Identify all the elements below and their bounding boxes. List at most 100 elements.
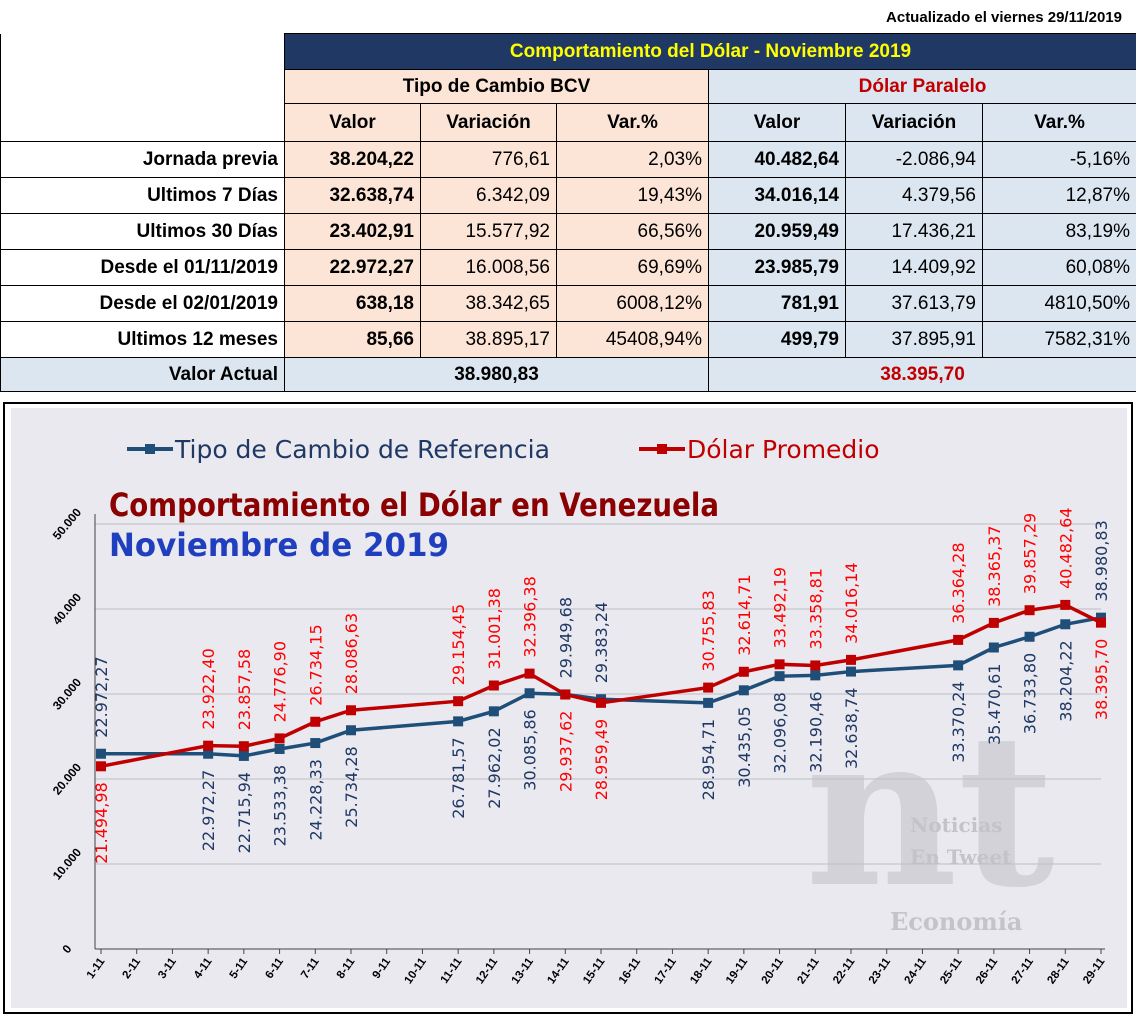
bcv-data-label: 23.533,38	[271, 765, 290, 846]
par-varpct-cell: 7582,31%	[981, 321, 1136, 358]
x-tick-label: 23-11	[867, 955, 894, 986]
x-tick-label: 27-11	[1010, 955, 1037, 986]
x-tick-label: 4-11	[192, 955, 215, 981]
bcv-series-point	[1060, 619, 1071, 630]
par-series-point	[238, 741, 249, 752]
par-series-point	[488, 680, 499, 691]
bcv-variacion-cell: 38.342,65	[420, 285, 557, 322]
par-data-label: 28.086,63	[342, 613, 361, 694]
bcv-variacion-cell: 15.577,92	[420, 213, 557, 250]
par-valor-cell: 23.985,79	[708, 249, 846, 286]
bcv-data-label: 30.085,86	[521, 709, 540, 790]
bcv-data-label: 25.734,28	[342, 746, 361, 827]
legend-marker-bcv	[145, 444, 155, 454]
par-series-point	[1024, 605, 1035, 616]
valor-actual-bcv: 38.980,83	[284, 357, 709, 392]
par-data-label: 23.857,58	[235, 649, 254, 730]
y-tick-label: 30.000	[50, 675, 85, 712]
col-variacion-bcv: Variación	[420, 103, 557, 142]
par-data-label: 40.482,64	[1056, 507, 1075, 588]
x-tick-label: 22-11	[831, 955, 858, 986]
par-variacion-cell: 37.895,91	[845, 321, 983, 358]
x-tick-label: 16-11	[617, 955, 644, 986]
par-series-point	[774, 659, 785, 670]
par-data-label: 33.358,81	[806, 568, 825, 649]
par-variacion-cell: 17.436,21	[845, 213, 983, 250]
y-tick-label: 20.000	[50, 760, 85, 797]
x-tick-label: 14-11	[545, 955, 572, 986]
col-varpct-bcv: Var.%	[556, 103, 709, 142]
bcv-data-label: 22.972,27	[199, 770, 218, 851]
bcv-series-point	[310, 738, 321, 749]
par-series-point	[274, 733, 285, 744]
table-row: Desde el 02/01/2019 638,18 38.342,65 6008,1…	[0, 285, 1136, 322]
bcv-data-label: 27.962,02	[485, 727, 504, 808]
par-series-point	[596, 697, 606, 708]
par-section-title: Dólar Paralelo	[707, 69, 1136, 104]
par-series-point	[1060, 599, 1071, 610]
bcv-variacion-cell: 16.008,56	[420, 249, 557, 286]
par-variacion-cell: 37.613,79	[845, 285, 983, 322]
corner-cell	[0, 103, 285, 142]
bcv-valor-cell: 22.972,27	[284, 249, 421, 286]
bcv-valor-cell: 85,66	[284, 321, 421, 358]
watermark-line2: En Tweet	[910, 845, 1012, 869]
bcv-series-point	[703, 697, 714, 708]
x-tick-label: 5-11	[228, 955, 251, 981]
par-series-point	[560, 689, 571, 700]
bcv-varpct-cell: 66,56%	[556, 213, 709, 250]
bcv-variacion-cell: 6.342,09	[420, 177, 557, 214]
bcv-data-label: 26.781,57	[449, 737, 468, 818]
par-data-label: 30.755,83	[699, 590, 718, 671]
corner-cell	[0, 33, 285, 70]
par-series-point	[988, 617, 999, 628]
x-tick-label: 20-11	[760, 955, 787, 986]
par-valor-cell: 781,91	[708, 285, 846, 322]
x-tick-label: 19-11	[724, 955, 751, 986]
bcv-series-point	[238, 750, 249, 761]
par-data-label: 28.959,49	[592, 719, 611, 800]
bcv-data-label: 32.638,74	[842, 688, 861, 769]
par-series-point	[953, 634, 964, 645]
par-series-point	[1096, 617, 1106, 628]
x-tick-label: 28-11	[1045, 955, 1072, 986]
par-data-label: 26.734,15	[306, 624, 325, 705]
par-series-point	[346, 705, 356, 716]
row-label: Desde el 02/01/2019	[0, 285, 285, 322]
par-variacion-cell: 14.409,92	[845, 249, 983, 286]
bcv-varpct-cell: 19,43%	[556, 177, 709, 214]
y-tick-label: 0	[59, 942, 74, 956]
watermark-logo: nt	[805, 687, 1055, 934]
par-series-point	[203, 740, 214, 751]
x-tick-label: 7-11	[299, 955, 322, 981]
par-data-label: 36.364,28	[949, 542, 968, 623]
corner-cell	[0, 69, 285, 104]
par-valor-cell: 40.482,64	[708, 141, 846, 178]
col-valor-bcv: Valor	[284, 103, 421, 142]
x-tick-label: 11-11	[439, 955, 465, 985]
bcv-data-label: 28.954,71	[699, 719, 718, 800]
par-data-label: 24.776,90	[271, 641, 290, 722]
bcv-series-point	[96, 748, 106, 759]
par-valor-cell: 499,79	[708, 321, 846, 358]
bcv-valor-cell: 32.638,74	[284, 177, 421, 214]
x-tick-label: 26-11	[974, 955, 1001, 986]
col-variacion-par: Variación	[845, 103, 983, 142]
chart-subtitle: Noviembre de 2019	[109, 526, 449, 564]
bcv-series-point	[1024, 631, 1035, 642]
table-title: Comportamiento del Dólar - Noviembre 201…	[283, 33, 1136, 70]
bcv-valor-cell: 38.204,22	[284, 141, 421, 178]
x-tick-label: 10-11	[403, 955, 430, 986]
row-label: Ultimos 12 meses	[0, 321, 285, 358]
par-series-point	[453, 696, 464, 707]
bcv-series-point	[524, 688, 535, 699]
summary-table: Comportamiento del Dólar - Noviembre 201…	[0, 33, 1136, 392]
par-varpct-cell: 60,08%	[981, 249, 1136, 286]
bcv-data-label: 32.190,46	[806, 691, 825, 772]
x-tick-label: 18-11	[688, 955, 715, 986]
bcv-variacion-cell: 776,61	[420, 141, 557, 178]
x-tick-label: 25-11	[938, 955, 965, 986]
valor-actual-par: 38.395,70	[707, 357, 1136, 392]
updated-text: Actualizado el viernes 29/11/2019	[886, 9, 1122, 26]
x-tick-label: 17-11	[653, 955, 680, 986]
